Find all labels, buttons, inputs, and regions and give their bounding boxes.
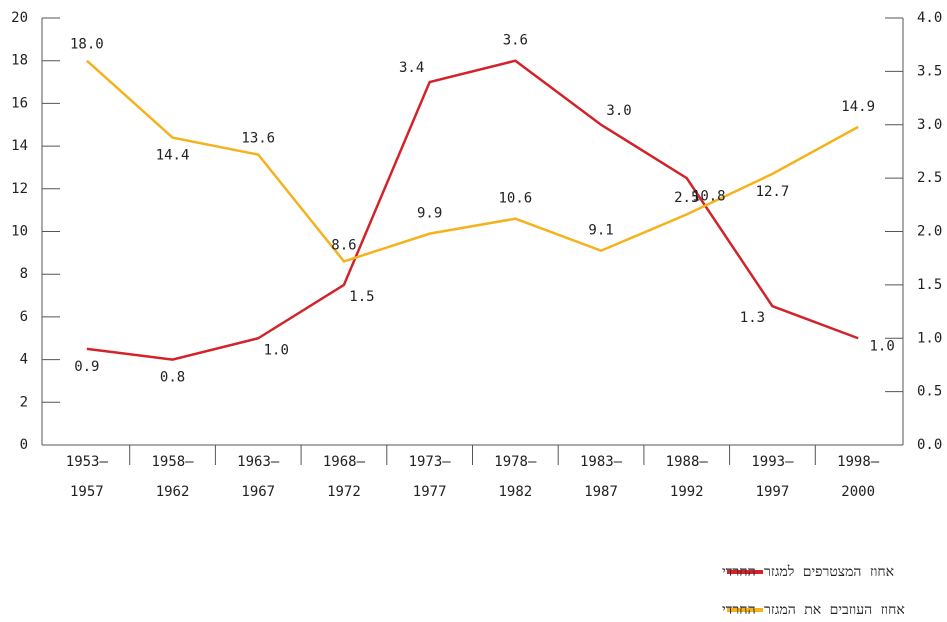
y-tick-label: 0: [20, 437, 28, 453]
data-label: 3.6: [503, 33, 528, 49]
y2-tick-label: 3.0: [917, 117, 942, 133]
data-label: 9.1: [588, 223, 613, 239]
series-line: [86, 59, 859, 263]
data-label: 1.0: [264, 342, 289, 358]
data-label: 12.7: [756, 184, 790, 200]
data-label: 13.6: [241, 131, 275, 147]
x-tick-label: 1997: [756, 484, 790, 500]
data-label: 10.8: [692, 188, 726, 204]
y-tick-label: 12: [11, 181, 28, 197]
y-tick-label: 16: [11, 95, 28, 111]
data-label: 10.6: [498, 191, 532, 207]
x-tick-label: 1982: [498, 484, 532, 500]
data-label: 8.6: [331, 237, 356, 253]
y2-tick-label: 2.0: [917, 224, 942, 240]
x-tick-label: 1998–: [837, 454, 880, 470]
x-tick-label: 1973–: [409, 454, 452, 470]
y-tick-label: 2: [20, 394, 28, 410]
y-tick-label: 4: [20, 352, 28, 368]
data-label: 9.9: [417, 206, 442, 222]
y2-tick-label: 1.5: [917, 277, 942, 293]
x-tick-label: 1992: [670, 484, 704, 500]
x-tick-label: 1977: [413, 484, 447, 500]
x-tick-label: 1993–: [751, 454, 794, 470]
y2-tick-label: 2.5: [917, 170, 942, 186]
y-tick-label: 14: [11, 138, 28, 154]
y-tick-label: 10: [11, 224, 28, 240]
data-label: 1.0: [870, 338, 895, 354]
y2-tick-label: 3.5: [917, 63, 942, 79]
x-tick-label: 1987: [584, 484, 618, 500]
data-label: 0.9: [74, 359, 99, 375]
data-label: 1.5: [349, 289, 374, 305]
y2-tick-label: 0.5: [917, 384, 942, 400]
x-tick-label: 1963–: [237, 454, 280, 470]
series-line: [86, 59, 859, 361]
x-tick-label: 1972: [327, 484, 361, 500]
x-tick-label: 2000: [841, 484, 875, 500]
x-tick-label: 1983–: [580, 454, 623, 470]
legend-label: אחוז המצטרפים למגזר החרדי: [722, 564, 894, 580]
y2-tick-label: 1.0: [917, 330, 942, 346]
x-tick-label: 1957: [70, 484, 104, 500]
data-label: 14.4: [156, 148, 190, 164]
data-label: 1.3: [740, 310, 765, 326]
y-tick-label: 8: [20, 266, 28, 282]
x-tick-label: 1958–: [151, 454, 194, 470]
y-tick-label: 18: [11, 53, 28, 69]
y-tick-label: 20: [11, 10, 28, 26]
x-tick-label: 1967: [241, 484, 275, 500]
x-tick-label: 1968–: [323, 454, 366, 470]
data-label: 18.0: [70, 37, 104, 53]
x-tick-label: 1962: [156, 484, 190, 500]
data-label: 3.4: [399, 60, 424, 76]
data-label: 3.0: [606, 103, 631, 119]
data-label: 0.8: [160, 370, 185, 386]
legend-label: אחוז העוזבים את המגזר החרדי: [722, 602, 905, 618]
y-tick-label: 6: [20, 309, 28, 325]
data-label: 14.9: [841, 99, 875, 115]
y2-tick-label: 4.0: [917, 10, 942, 26]
x-tick-label: 1978–: [494, 454, 537, 470]
data-label: 2.5: [674, 190, 699, 206]
x-tick-label: 1953–: [66, 454, 109, 470]
x-tick-label: 1988–: [666, 454, 709, 470]
y2-tick-label: 0.0: [917, 437, 942, 453]
